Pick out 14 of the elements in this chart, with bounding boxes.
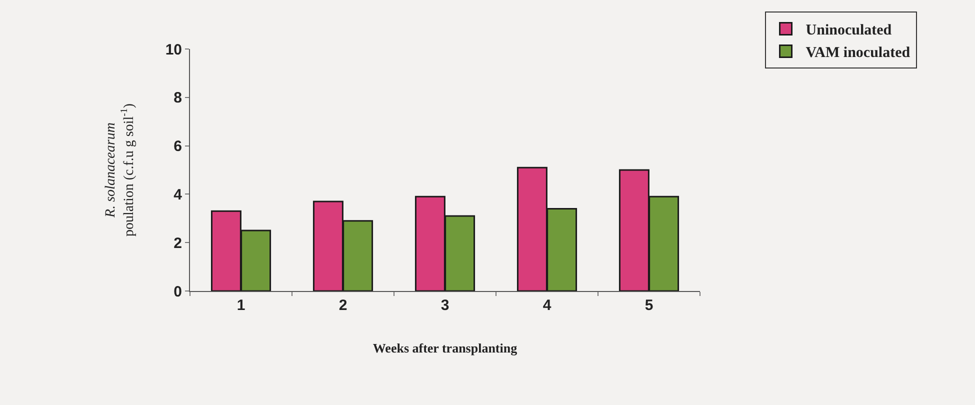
y-tick-label: 6 [174,138,182,156]
y-tick-label: 4 [174,186,183,204]
x-tick-label: 1 [236,297,246,314]
x-tick-label: 5 [644,297,654,314]
y-tick-label: 8 [174,90,182,107]
x-tick-label: 2 [338,297,348,314]
x-tick-label: 3 [440,297,450,314]
legend-label: VAM inoculated [806,45,911,62]
y-tick-label: 2 [174,234,182,252]
y-tick-label: 10 [165,41,182,58]
legend-label: Uninoculated [806,22,892,39]
x-tick-label: 4 [542,297,552,314]
x-axis-title: Weeks after transplanting [372,340,518,356]
y-tick-label: 0 [174,283,182,300]
